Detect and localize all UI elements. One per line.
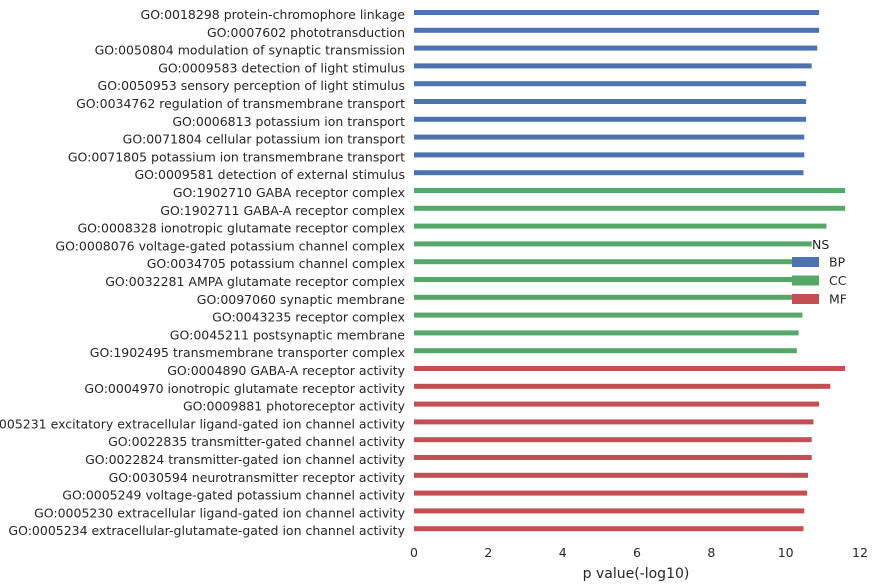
- x-axis-ticks-group: 0 2 4 6 8 10 12: [410, 545, 868, 560]
- legend-label-cc: CC: [829, 273, 847, 288]
- category-label: GO:0032281 AMPA glutamate receptor compl…: [105, 274, 405, 289]
- bars-group: [414, 10, 846, 532]
- bar-bp: [414, 99, 807, 104]
- bar-bp: [414, 81, 807, 87]
- category-label: GO:0034762 regulation of transmembrane t…: [76, 96, 405, 111]
- category-label: GO:0005234 extracellular-glutamate-gated…: [8, 523, 405, 538]
- x-tick-label: 4: [559, 545, 567, 560]
- x-tick-label: 8: [707, 545, 715, 560]
- category-label: GO:0018298 protein-chromophore linkage: [141, 7, 406, 22]
- category-label: GO:0034705 potassium channel complex: [147, 256, 405, 271]
- bar-mf: [414, 383, 831, 389]
- bar-bp: [414, 10, 820, 15]
- category-label: GO:0009881 photoreceptor activity: [183, 399, 406, 414]
- bar-mf: [414, 437, 812, 443]
- bar-mf: [414, 490, 808, 496]
- category-label: GO:0004970 ionotropic glutamate receptor…: [84, 381, 405, 396]
- bar-cc: [414, 348, 797, 354]
- category-label: GO:0097060 synaptic membrane: [197, 292, 406, 307]
- category-label: GO:0050804 modulation of synaptic transm…: [95, 43, 405, 58]
- legend: NS BP CC MF: [792, 237, 847, 307]
- x-tick-label: 10: [778, 545, 794, 560]
- bar-cc: [414, 312, 803, 318]
- category-label: GO:0008328 ionotropic glutamate receptor…: [78, 221, 406, 236]
- category-label: GO:0009583 detection of light stimulus: [158, 60, 405, 75]
- bar-cc: [414, 330, 799, 336]
- bar-cc: [414, 277, 807, 282]
- legend-label-bp: BP: [829, 255, 846, 270]
- bar-mf: [414, 526, 804, 532]
- category-label: GO:0009581 detection of external stimulu…: [135, 167, 406, 182]
- bar-cc: [414, 223, 827, 229]
- legend-swatch-bp: [792, 257, 819, 267]
- category-label: GO:0030594 neurotransmitter receptor act…: [109, 470, 406, 485]
- bar-bp: [414, 45, 818, 51]
- x-tick-label: 2: [484, 545, 492, 560]
- category-label: GO:0050953 sensory perception of light s…: [98, 78, 405, 93]
- category-label: GO:0008076 voltage-gated potassium chann…: [55, 238, 405, 253]
- bar-cc: [414, 188, 846, 193]
- legend-title: NS: [812, 237, 829, 252]
- legend-label-mf: MF: [829, 292, 847, 307]
- bar-cc: [414, 259, 808, 265]
- category-label: GO:0022824 transmitter-gated ion channel…: [85, 452, 406, 467]
- bar-bp: [414, 152, 805, 158]
- bar-mf: [414, 472, 808, 478]
- category-label: GO:0007602 phototransduction: [207, 25, 405, 40]
- bar-mf: [414, 401, 820, 407]
- x-tick-label: 6: [633, 545, 641, 560]
- category-label: GO:0005249 voltage-gated potassium chann…: [62, 488, 405, 503]
- bar-cc: [414, 205, 846, 211]
- legend-swatch-cc: [792, 275, 819, 286]
- category-label: GO:0071805 potassium ion transmembrane t…: [68, 149, 405, 164]
- category-labels-group: GO:0018298 protein-chromophore linkage GO…: [0, 7, 406, 538]
- bar-bp: [414, 116, 807, 122]
- category-label: GO:0005230 extracellular ligand-gated io…: [34, 505, 406, 520]
- bar-mf: [414, 366, 846, 371]
- bar-mf: [414, 455, 812, 460]
- x-tick-label: 0: [410, 545, 418, 560]
- category-label: GO:1902710 GABA receptor complex: [173, 185, 405, 200]
- category-label: GO:0006813 potassium ion transport: [172, 114, 405, 129]
- bar-cc: [414, 294, 805, 300]
- bar-mf: [414, 419, 814, 425]
- category-label: GO:0005231 excitatory extracellular liga…: [0, 416, 406, 431]
- bar-bp: [414, 27, 820, 33]
- category-label: GO:0071804 cellular potassium ion transp…: [123, 132, 405, 147]
- bar-mf: [414, 508, 805, 514]
- bar-bp: [414, 63, 812, 69]
- category-label: GO:0004890 GABA-A receptor activity: [167, 363, 405, 378]
- bar-bp: [414, 170, 804, 176]
- category-label: GO:1902495 transmembrane transporter com…: [90, 345, 405, 360]
- bar-cc: [414, 241, 812, 247]
- x-axis-title: p value(-log10): [583, 566, 690, 582]
- legend-swatch-mf: [792, 294, 819, 304]
- bar-bp: [414, 134, 805, 140]
- category-label: GO:1902711 GABA-A receptor complex: [160, 203, 405, 218]
- x-tick-label: 12: [852, 545, 868, 560]
- category-label: GO:0043235 receptor complex: [212, 310, 405, 325]
- category-label: GO:0022835 transmitter-gated channel act…: [108, 434, 405, 449]
- category-label: GO:0045211 postsynaptic membrane: [170, 327, 406, 342]
